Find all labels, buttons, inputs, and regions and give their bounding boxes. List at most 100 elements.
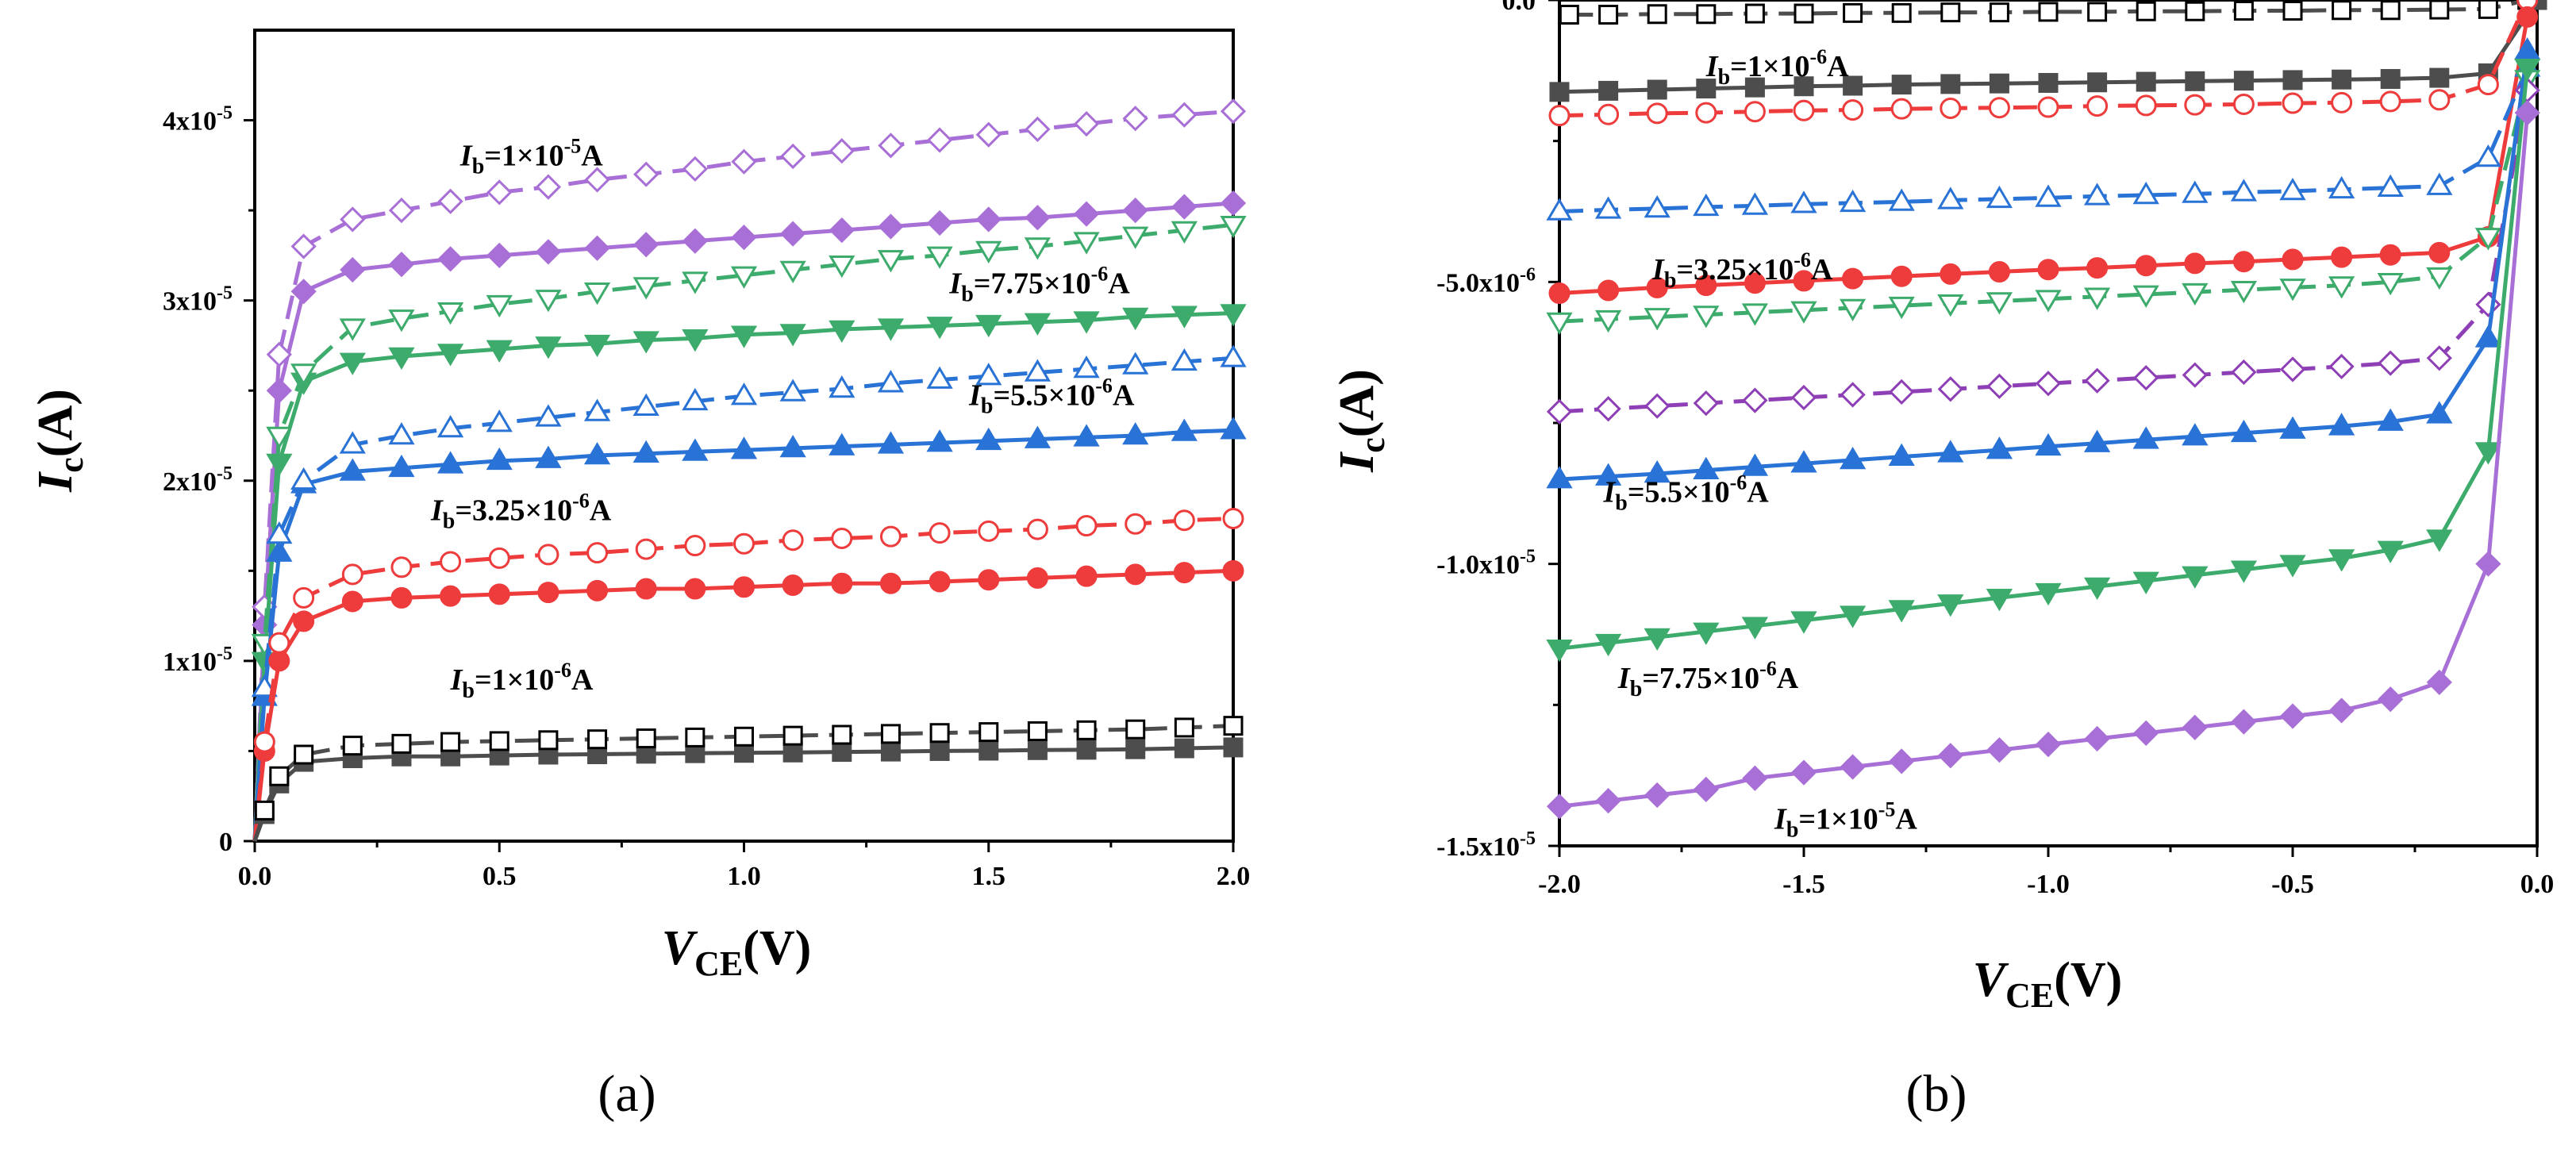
data-point	[254, 800, 275, 820]
data-point	[1986, 589, 2013, 612]
series-annotation: Ib=1×10-6A	[1705, 45, 1849, 90]
data-point	[929, 723, 950, 744]
data-point	[2426, 401, 2453, 424]
data-point	[1076, 720, 1097, 740]
series-ib-3-25e-6-solid	[252, 559, 1244, 842]
data-point	[1790, 384, 1817, 411]
data-point	[1888, 443, 1915, 466]
data-point	[632, 331, 659, 354]
data-point	[2182, 423, 2209, 446]
data-point	[2231, 359, 2257, 386]
data-point	[2084, 725, 2110, 752]
x-tick-label: -0.5	[2271, 870, 2314, 899]
data-point	[1693, 193, 1720, 217]
data-point	[730, 325, 758, 348]
data-point	[1548, 105, 1571, 127]
series-annotation: Ib=7.75×10-6A	[1617, 657, 1799, 701]
data-point	[1940, 263, 1962, 285]
data-point	[2087, 2, 2108, 22]
data-point	[926, 127, 953, 153]
data-point	[780, 221, 806, 247]
data-point	[1696, 79, 1717, 99]
data-point	[486, 340, 513, 363]
y-tick-label: -1.5x10-5	[1436, 828, 1536, 862]
data-point	[1073, 201, 1100, 227]
data-point	[1073, 355, 1100, 379]
data-point	[682, 438, 709, 461]
data-point	[730, 382, 758, 405]
data-point	[975, 121, 1002, 148]
data-point	[1073, 311, 1100, 334]
data-point	[437, 246, 463, 272]
data-point	[2474, 228, 2502, 251]
data-point	[926, 317, 953, 340]
data-point	[2232, 251, 2255, 273]
data-point	[2035, 371, 2062, 397]
data-point	[978, 740, 999, 761]
data-point	[1122, 106, 1148, 132]
data-point	[1940, 74, 1961, 94]
data-point	[2378, 350, 2404, 376]
data-point	[2426, 345, 2452, 371]
data-point	[1549, 82, 1570, 102]
data-point	[1890, 265, 1913, 287]
series-annotation: Ib=7.75×10-6A	[948, 263, 1130, 307]
data-point	[2379, 244, 2401, 266]
panel-caption: (b)	[1906, 1065, 1967, 1123]
data-point	[1937, 186, 1964, 209]
data-point	[1741, 303, 1769, 326]
data-point	[2328, 549, 2355, 572]
series-ib-5-5e-6-solid	[251, 417, 1247, 842]
data-point	[1793, 99, 1815, 121]
data-point	[1988, 261, 2010, 283]
y-tick-label: -1.0x10-5	[1436, 547, 1536, 580]
data-point	[1888, 188, 1915, 211]
data-point	[339, 318, 366, 341]
series-annotation: Ib=3.25×10-6A	[1651, 248, 1833, 293]
data-point	[440, 585, 462, 607]
data-point	[2133, 720, 2159, 746]
data-point	[1220, 304, 1247, 327]
data-point	[2279, 356, 2306, 382]
data-point	[1940, 2, 1961, 23]
data-point	[1222, 507, 1244, 529]
data-point	[1125, 563, 1147, 586]
data-point	[929, 740, 950, 761]
data-point	[926, 246, 953, 269]
data-point	[635, 538, 657, 560]
data-point	[2328, 413, 2355, 436]
series-annotation: Ib=5.5×10-6A	[1602, 471, 1769, 515]
panel-a: 0.0 0.5 1.0 1.5 2.0 0 1x10-5 2x10-5 3x10-5 4x10-5…	[29, 29, 1250, 1123]
series-annotation: Ib=1×10-5A	[1774, 798, 1917, 843]
data-point	[2086, 95, 2109, 117]
data-point	[294, 744, 314, 765]
data-point	[1546, 639, 1573, 663]
data-point	[1891, 75, 1912, 95]
data-point	[1024, 313, 1052, 336]
data-point	[782, 742, 803, 763]
data-point	[1986, 436, 2013, 459]
data-point	[731, 148, 757, 175]
data-point	[1171, 102, 1198, 128]
data-point	[1025, 116, 1051, 143]
data-point	[779, 260, 806, 284]
data-point	[1076, 740, 1097, 760]
x-axis-title: VCE(V)	[1973, 953, 2123, 1015]
data-point	[684, 535, 706, 557]
data-point	[632, 277, 659, 300]
data-point	[2331, 91, 2353, 113]
data-point	[436, 451, 464, 474]
data-point	[1594, 196, 1622, 219]
panel-caption: (a)	[598, 1065, 656, 1123]
data-point	[2087, 72, 2108, 93]
data-point	[1839, 446, 1867, 470]
series-ib-7-75e-6-dashed	[1546, 70, 2541, 336]
data-point	[1989, 2, 2009, 23]
data-point	[926, 429, 953, 452]
data-point	[829, 138, 855, 164]
data-point	[1839, 605, 1867, 628]
data-point	[340, 256, 366, 283]
x-tick-label: -1.0	[2027, 870, 2070, 899]
data-point	[978, 520, 1000, 542]
data-point	[1644, 628, 1671, 651]
